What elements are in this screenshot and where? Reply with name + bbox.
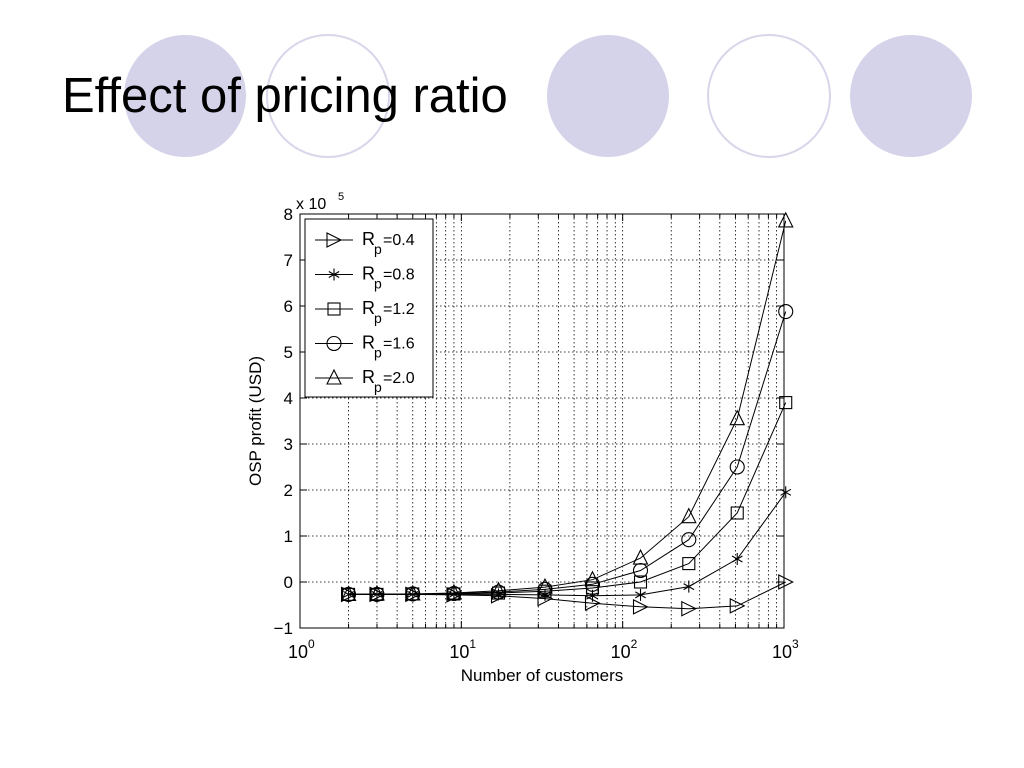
marker-triangle-up — [584, 570, 601, 587]
marker-square — [327, 302, 341, 316]
x-tick-exponent: 1 — [469, 637, 476, 651]
marker-square — [682, 557, 696, 571]
y-tick-label: 7 — [284, 251, 293, 270]
y-tick-label: 1 — [284, 527, 293, 546]
slide-title: Effect of pricing ratio — [62, 69, 508, 123]
decorative-ring — [707, 34, 831, 158]
legend-label-value: =0.4 — [383, 232, 415, 249]
marker-triangle-up — [632, 548, 649, 565]
marker-triangle-up — [404, 584, 421, 601]
y-tick-label: 8 — [284, 205, 293, 224]
marker-triangle-up — [446, 583, 462, 600]
marker-triangle-up — [777, 211, 794, 228]
marker-circle — [584, 576, 601, 592]
marker-triangle-right — [326, 232, 343, 248]
marker-circle — [326, 335, 342, 352]
legend-label: R — [362, 333, 375, 353]
legend-label: R — [362, 298, 375, 318]
decorative-ring — [266, 34, 390, 158]
marker-square — [730, 506, 744, 520]
y-tick-label: 0 — [284, 573, 293, 592]
x-tick-label: 10 — [772, 642, 792, 662]
legend-label: R — [362, 367, 375, 387]
y-tick-label: −1 — [274, 619, 293, 638]
marker-square — [633, 575, 648, 589]
decorative-filled-circle — [124, 35, 246, 157]
legend-label: R — [362, 264, 375, 284]
marker-circle — [490, 584, 507, 600]
marker-star — [731, 553, 743, 565]
marker-star — [683, 580, 695, 593]
series-line — [348, 220, 787, 595]
marker-triangle-right — [632, 598, 649, 615]
legend-label-value: =0.8 — [383, 267, 415, 284]
marker-star-stroke — [635, 591, 646, 599]
marker-square — [779, 396, 793, 410]
x-tick-label: 10 — [288, 642, 308, 662]
legend-label-subscript: p — [374, 345, 382, 361]
x-axis-label: Number of customers — [461, 666, 624, 685]
y-multiplier-label: x 10 — [296, 196, 326, 213]
x-tick-label: 10 — [449, 642, 469, 662]
marker-triangle-right — [778, 574, 794, 590]
marker-triangle-right — [729, 598, 746, 614]
x-tick-label: 10 — [611, 642, 631, 662]
marker-triangle-up — [680, 507, 697, 524]
marker-circle — [778, 303, 794, 320]
marker-star-stroke — [328, 271, 340, 278]
marker-star — [780, 486, 792, 499]
marker-triangle-up — [537, 577, 553, 594]
series-star — [343, 486, 792, 602]
series-line — [348, 492, 787, 597]
marker-triangle-right — [681, 600, 698, 617]
y-tick-label: 2 — [284, 481, 293, 500]
marker-circle — [537, 581, 553, 597]
marker-triangle-up — [729, 409, 746, 426]
decorative-filled-circle — [850, 35, 972, 157]
y-tick-label: 3 — [284, 435, 293, 454]
legend-label-value: =2.0 — [383, 370, 415, 387]
y-tick-label: 4 — [284, 389, 293, 408]
marker-circle — [729, 459, 745, 475]
x-tick-exponent: 3 — [792, 637, 799, 651]
decorative-filled-circle — [547, 35, 669, 157]
x-tick-exponent: 2 — [631, 637, 638, 651]
series-square — [342, 396, 793, 601]
plot-frame — [299, 213, 785, 629]
marker-triangle-up — [340, 585, 357, 601]
y-tick-label: 6 — [284, 297, 293, 316]
marker-triangle-up — [490, 581, 507, 598]
marker-star — [635, 588, 646, 601]
x-tick-exponent: 0 — [308, 637, 315, 651]
y-axis-label: OSP profit (USD) — [246, 356, 265, 486]
marker-circle — [632, 562, 649, 579]
marker-star-stroke — [731, 555, 743, 563]
legend-label-subscript: p — [374, 276, 382, 292]
marker-star-stroke — [683, 583, 695, 591]
legend-label: R — [362, 229, 375, 249]
legend-label-subscript: p — [374, 310, 382, 326]
legend-label-subscript: p — [374, 241, 382, 257]
legend-label-value: =1.2 — [383, 301, 415, 318]
marker-triangle-up — [326, 368, 342, 385]
y-multiplier-exponent: 5 — [338, 191, 344, 203]
marker-star-stroke — [780, 488, 792, 496]
marker-triangle-up — [369, 584, 385, 601]
marker-circle — [681, 532, 697, 548]
legend-label-subscript: p — [374, 379, 382, 395]
legend-box — [304, 218, 434, 398]
marker-star — [328, 268, 340, 281]
legend-label-value: =1.6 — [383, 336, 415, 353]
y-tick-label: 5 — [284, 343, 293, 362]
series-triangle-up — [340, 211, 794, 601]
